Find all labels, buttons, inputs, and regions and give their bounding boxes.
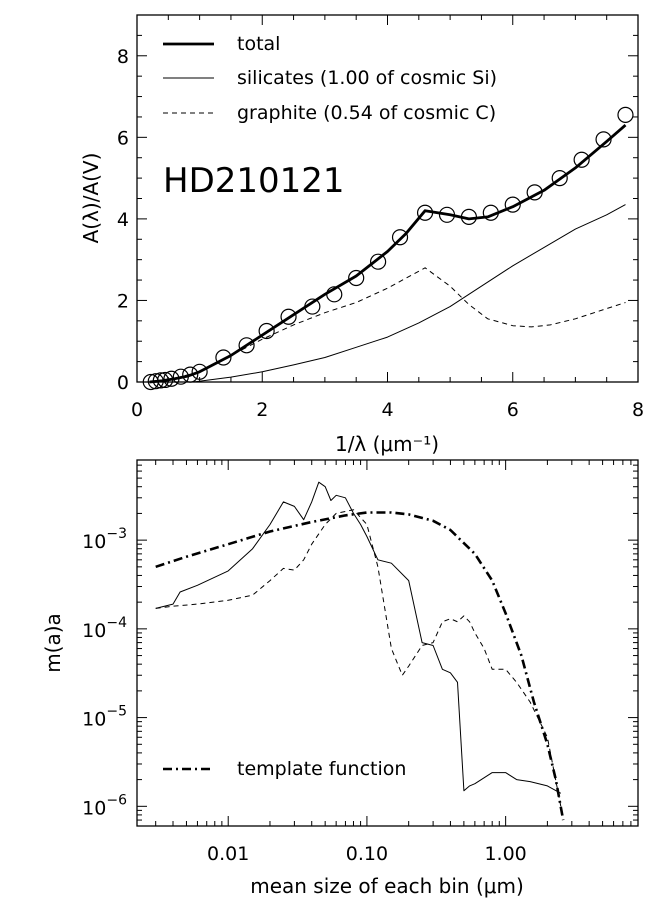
top-series-group	[142, 106, 634, 391]
top-x-tick-label: 0	[131, 399, 143, 421]
top-x-tick-labels: 0 2 4 6 8	[131, 399, 644, 421]
observed-point-marker	[258, 322, 275, 340]
bottom-legend: template function	[163, 758, 406, 780]
observed-point-marker	[304, 298, 321, 315]
observed-point-marker	[157, 371, 174, 389]
legend-label-total: total	[237, 33, 280, 55]
top-x-tick-label: 8	[632, 399, 644, 421]
observed-point-marker	[152, 372, 169, 389]
bottom-y-tick-label: 10−3	[82, 526, 127, 553]
legend-label-silicates: silicates (1.00 of cosmic Si)	[237, 67, 497, 89]
bottom-y-tick-label: 10−5	[82, 704, 127, 731]
bottom-x-tick-labels: 0.01 0.10 1.00	[207, 843, 527, 865]
observed-point-marker	[280, 308, 297, 325]
top-y-axis-title: A(λ)/A(V)	[79, 153, 103, 244]
size-distribution-panel: 0.01 0.10 1.00 10−3 10−4 10−5 10−6 mean size …	[41, 459, 639, 898]
extinction-curve-panel: 0 2 4 6 8 0 2 4 6 8 1/λ (μm⁻¹) A(λ)/A(V) HD21012…	[79, 14, 644, 456]
bottom-series-group	[155, 481, 565, 821]
top-legend: total silicates (1.00 of cosmic Si) grap…	[163, 33, 497, 124]
bottom-x-tick-label: 0.10	[346, 843, 388, 865]
observed-point-marker	[370, 253, 387, 270]
top-x-tick-label: 4	[381, 399, 393, 421]
top-y-tick-label: 6	[117, 127, 129, 149]
observed-point-marker	[460, 208, 478, 225]
bottom-axis-ticks	[137, 459, 639, 827]
bottom-y-tick-label: 10−6	[82, 792, 127, 819]
bottom-y-tick-labels: 10−3 10−4 10−5 10−6	[82, 526, 127, 819]
bottom-series-line-0	[155, 481, 562, 794]
bottom-x-tick-label: 1.00	[484, 843, 526, 865]
top-x-axis-title: 1/λ (μm⁻¹)	[335, 432, 439, 456]
top-x-tick-label: 6	[507, 399, 519, 421]
legend-label-graphite: graphite (0.54 of cosmic C)	[237, 102, 496, 124]
observed-point-marker	[182, 366, 199, 383]
observed-point-marker	[617, 106, 634, 124]
observed-point-marker	[391, 229, 409, 246]
top-y-tick-label: 8	[117, 46, 129, 68]
observed-point-marker	[215, 349, 232, 366]
observed-point-marker	[416, 204, 434, 221]
observed-point-marker	[238, 337, 255, 354]
observed-point-marker	[438, 206, 456, 223]
bottom-y-axis-title: m(a)a	[41, 613, 65, 673]
observed-point-marker	[163, 370, 180, 387]
bottom-series-line-1	[155, 509, 562, 807]
bottom-series-line-2	[155, 511, 565, 821]
observed-point-marker	[147, 373, 164, 390]
observed-point-marker	[191, 363, 208, 380]
observed-point-marker	[482, 204, 499, 221]
observed-point-marker	[595, 131, 612, 148]
observed-point-marker	[551, 170, 568, 187]
top-y-tick-label: 4	[117, 209, 129, 231]
top-x-tick-label: 2	[256, 399, 268, 421]
observed-point-marker	[326, 286, 343, 303]
top-series-line-2	[149, 267, 626, 383]
observed-point-marker	[573, 151, 590, 168]
top-series-line-0	[149, 124, 627, 384]
observed-point-marker	[172, 368, 189, 385]
top-y-tick-labels: 0 2 4 6 8	[117, 46, 129, 394]
top-series-line-1	[193, 204, 626, 383]
bottom-y-tick-label: 10−4	[82, 615, 127, 642]
top-y-tick-label: 0	[117, 372, 129, 394]
top-y-tick-label: 2	[117, 290, 129, 312]
bottom-x-axis-title: mean size of each bin (μm)	[250, 874, 524, 898]
star-name-label: HD210121	[163, 161, 345, 201]
observed-point-marker	[504, 196, 521, 213]
observed-point-marker	[348, 269, 365, 287]
observed-point-marker	[526, 184, 543, 201]
legend-label-template: template function	[237, 758, 406, 780]
bottom-x-tick-label: 0.01	[207, 843, 249, 865]
